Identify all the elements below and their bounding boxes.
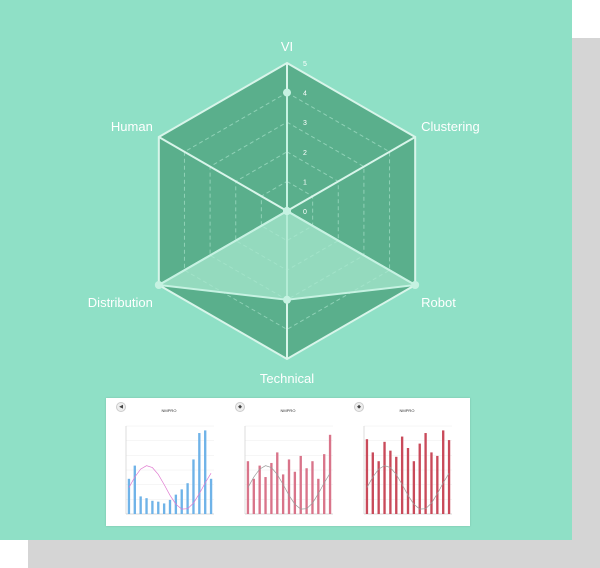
radar-data-point: [411, 281, 420, 289]
thumb-bar: [442, 430, 445, 514]
thumb-bar: [293, 471, 297, 514]
thumb-bar: [365, 439, 369, 514]
thumb-bar: [186, 483, 189, 514]
thumb-bar: [168, 499, 172, 514]
thumb-bar: [389, 450, 392, 514]
thumb-bar: [192, 459, 195, 514]
thumb-bar: [436, 455, 439, 514]
thumb-bar: [383, 441, 386, 514]
thumb-bar: [323, 454, 326, 514]
thumb-bar: [127, 478, 131, 514]
thumb-bar: [328, 434, 332, 514]
thumb-bar: [395, 456, 398, 514]
thumb-bar: [299, 455, 302, 514]
thumb-bar: [447, 440, 451, 514]
radar-tick-label: 5: [303, 61, 307, 68]
radar-chart-card: 0 1 2 3 4 5 VI Clustering Robot Technical Distribu…: [0, 0, 572, 540]
thumb-line: [128, 465, 212, 510]
radar-axis-label: Clustering: [421, 119, 480, 134]
thumb-bar: [418, 443, 421, 514]
radar-spoke: [158, 136, 288, 212]
thumb-bar: [209, 478, 213, 514]
thumb-bar: [412, 461, 416, 514]
thumbnail-1-nav-button[interactable]: ◀: [116, 402, 126, 412]
thumbnail-1-title: NMPRO: [161, 408, 177, 413]
thumb-bar: [264, 477, 267, 514]
radar-axis-label: VI: [281, 39, 293, 54]
thumbnail-chart-2[interactable]: ◆ NMPRO: [229, 398, 347, 526]
thumb-line: [247, 465, 331, 510]
thumb-bar: [276, 452, 279, 514]
thumb-bar: [371, 452, 374, 514]
thumb-bar: [157, 501, 160, 514]
thumbnail-strip: ◀ NMPRO ◆ NMPRO ◆ NMPRO: [106, 398, 470, 526]
radar-axis-label: Distribution: [88, 295, 153, 310]
radar-spoke: [286, 136, 416, 212]
thumbnail-2-canvas: [244, 425, 333, 515]
thumbnail-1-canvas: [125, 425, 214, 515]
thumb-bar: [270, 462, 273, 514]
thumb-bar: [198, 433, 201, 514]
radar-data-point: [283, 295, 291, 304]
thumb-line: [366, 465, 450, 510]
thumb-bar: [246, 461, 250, 514]
thumb-bar: [258, 465, 261, 514]
thumbnail-3-nav-button[interactable]: ◆: [354, 402, 364, 412]
thumb-bar: [424, 433, 427, 514]
radar-axis-label: Human: [111, 119, 153, 134]
thumb-bar: [400, 436, 404, 514]
thumb-bar: [311, 461, 314, 514]
radar-tick-label: 4: [303, 91, 307, 98]
radar-data-point: [154, 281, 163, 289]
thumb-bar: [204, 430, 207, 514]
radar-axis-label: Robot: [421, 295, 456, 310]
radar-data-point: [283, 207, 291, 215]
thumb-bar: [430, 452, 433, 514]
thumb-bar: [317, 478, 320, 514]
thumb-bar: [406, 448, 410, 514]
thumb-bar: [305, 468, 308, 514]
thumbnail-chart-3[interactable]: ◆ NMPRO: [348, 398, 466, 526]
thumbnail-chart-1[interactable]: ◀ NMPRO: [110, 398, 228, 526]
thumbnail-3-canvas: [363, 425, 452, 515]
thumb-bar: [133, 465, 136, 514]
radar-tick-label: 0: [303, 209, 307, 216]
thumbnail-2-nav-button[interactable]: ◆: [235, 402, 245, 412]
thumb-bar: [162, 503, 166, 514]
thumb-bar: [145, 498, 148, 514]
thumb-bar: [151, 500, 154, 514]
radar-axis-label: Technical: [260, 371, 314, 386]
thumb-bar: [252, 478, 255, 514]
radar-tick-label: 2: [303, 150, 307, 157]
radar-tick-label: 3: [303, 120, 307, 127]
thumbnail-2-title: NMPRO: [280, 408, 296, 413]
thumb-bar: [377, 461, 380, 514]
thumb-bar: [287, 459, 291, 514]
thumb-bar: [281, 474, 285, 514]
radar-chart: 0 1 2 3 4 5 VI Clustering Robot Technical Distribu…: [88, 39, 480, 386]
thumb-bar: [180, 489, 183, 514]
thumb-bar: [139, 496, 142, 514]
radar-tick-label: 1: [303, 179, 307, 186]
radar-data-point: [283, 88, 291, 97]
thumbnail-3-title: NMPRO: [399, 408, 415, 413]
